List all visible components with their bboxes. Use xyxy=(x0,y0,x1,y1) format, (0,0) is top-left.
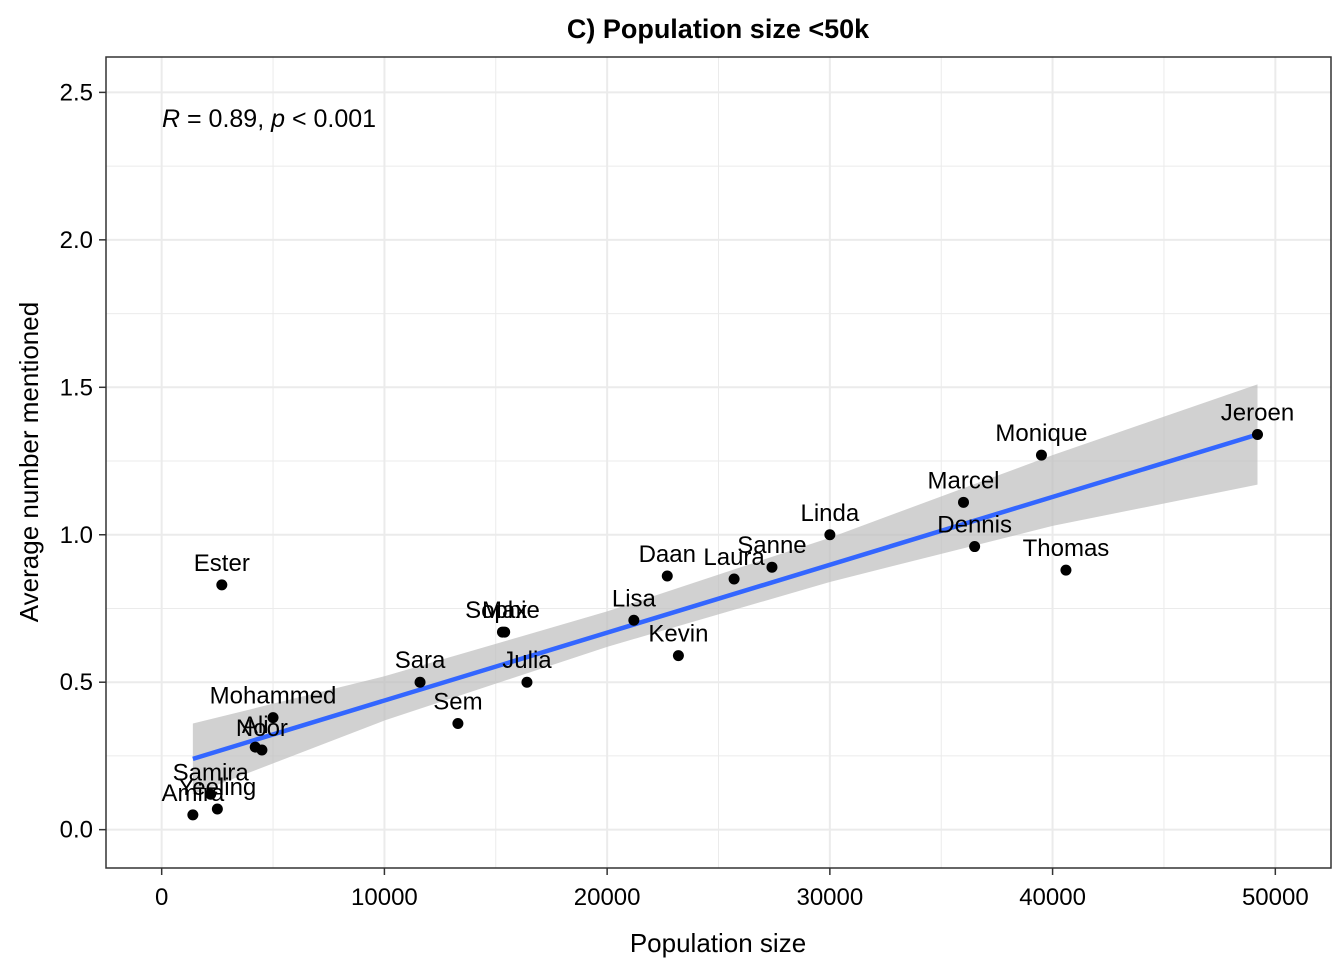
point-monique xyxy=(1035,449,1047,461)
point-label-sanne: Sanne xyxy=(737,532,806,559)
point-label-laura: Laura xyxy=(703,544,765,571)
point-amira xyxy=(187,809,199,821)
point-marcel xyxy=(958,496,969,508)
stat-r-value: = 0.89, xyxy=(180,105,271,133)
chart-title: C) Population size <50k xyxy=(567,14,870,44)
y-tick-label: 2.5 xyxy=(60,79,93,106)
point-kevin xyxy=(672,650,684,662)
confidence-band xyxy=(192,384,1258,795)
point-laura xyxy=(728,573,740,585)
point-label-daan: Daan xyxy=(639,541,696,568)
point-dennis xyxy=(969,541,981,553)
point-sanne xyxy=(766,561,778,573)
x-axis-ticks: 0 10000 20000 30000 40000 50000 xyxy=(155,868,1309,911)
x-tick-label: 30000 xyxy=(796,884,863,911)
point-label-dennis: Dennis xyxy=(937,512,1012,539)
point-label-mohammed: Mohammed xyxy=(210,683,337,710)
panel-frame xyxy=(105,56,1332,869)
point-label-marcel: Marcel xyxy=(927,467,999,494)
x-tick-label: 0 xyxy=(155,884,168,911)
stat-p: p xyxy=(270,105,285,133)
point-label-max: Max xyxy=(482,597,527,624)
point-label-monique: Monique xyxy=(995,420,1087,447)
point-label-yeeling: Yeeling xyxy=(178,774,256,801)
stat-p-value: < 0.001 xyxy=(285,105,376,133)
point-label-ester: Ester xyxy=(194,550,250,577)
point-labels: Jeroen Monique Marcel Dennis Thomas Linda Sann… xyxy=(162,399,1295,806)
point-label-amira: Amira xyxy=(162,780,225,807)
point-samira xyxy=(205,788,217,800)
point-sem xyxy=(452,717,464,729)
data-points xyxy=(187,428,1263,821)
point-label-ali: Ali xyxy=(242,712,269,739)
point-label-lisa: Lisa xyxy=(612,585,657,612)
point-daan xyxy=(661,570,673,582)
point-label-noor: Noor xyxy=(236,715,288,742)
x-axis-title: Population size xyxy=(630,928,806,958)
point-label-thomas: Thomas xyxy=(1023,535,1110,562)
y-tick-label: 1.5 xyxy=(60,374,93,401)
point-label-julia: Julia xyxy=(502,647,552,674)
fit-line xyxy=(192,432,1259,762)
y-tick-label: 1.0 xyxy=(60,522,93,549)
point-jeroen xyxy=(1252,428,1263,440)
point-label-jeroen: Jeroen xyxy=(1221,399,1294,426)
point-label-sophie: Sophie xyxy=(465,597,540,624)
point-sara xyxy=(414,676,426,688)
point-label-samira: Samira xyxy=(173,759,250,786)
point-julia xyxy=(521,676,533,688)
x-tick-label: 50000 xyxy=(1242,884,1309,911)
point-noor xyxy=(256,744,268,756)
y-axis-ticks: 0.0 0.5 1.0 1.5 2.0 2.5 xyxy=(60,79,106,844)
y-axis-title: Average number mentioned xyxy=(14,302,44,622)
x-tick-label: 40000 xyxy=(1019,884,1086,911)
point-ester xyxy=(216,579,228,591)
point-lisa xyxy=(628,614,640,626)
y-tick-label: 0.0 xyxy=(60,817,93,844)
y-tick-label: 0.5 xyxy=(60,669,93,696)
point-yeeling xyxy=(211,803,223,815)
point-mohammed xyxy=(267,712,279,724)
y-tick-label: 2.0 xyxy=(60,227,93,254)
confidence-ribbon xyxy=(192,384,1258,795)
x-tick-label: 20000 xyxy=(574,884,641,911)
point-max xyxy=(499,626,511,638)
point-label-linda: Linda xyxy=(800,500,859,527)
point-thomas xyxy=(1060,564,1072,576)
point-label-sem: Sem xyxy=(433,688,482,715)
x-tick-label: 10000 xyxy=(351,884,418,911)
point-linda xyxy=(824,529,836,541)
point-label-sara: Sara xyxy=(395,647,446,674)
panel-border xyxy=(105,56,1332,869)
stat-r: R xyxy=(162,105,180,133)
correlation-annotation: R = 0.89, p < 0.001 xyxy=(162,105,376,133)
point-label-kevin: Kevin xyxy=(648,621,708,648)
regression-line xyxy=(192,432,1259,762)
